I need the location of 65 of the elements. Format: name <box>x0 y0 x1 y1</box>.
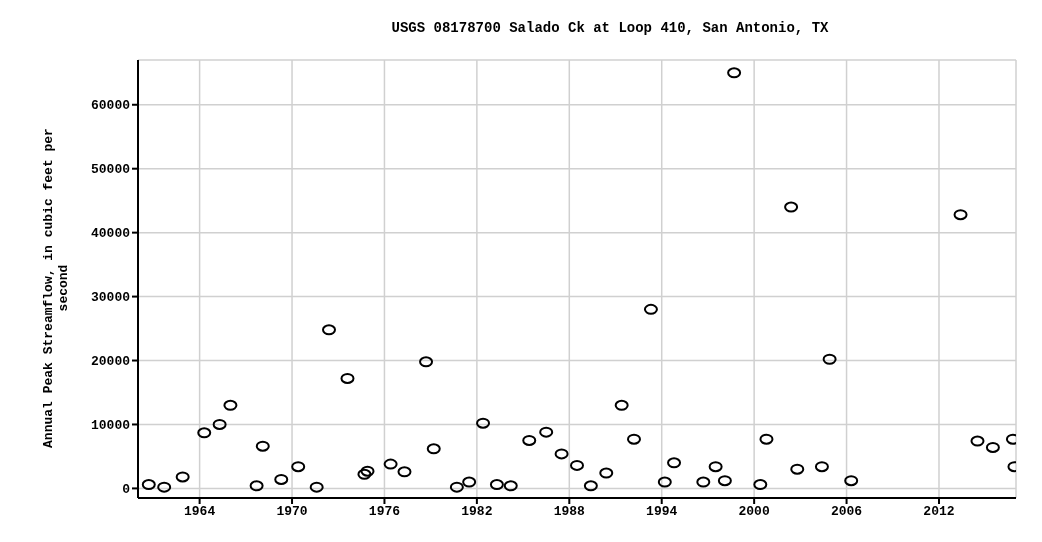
point <box>426 443 441 455</box>
point <box>583 480 598 492</box>
x-tick-label: 1994 <box>646 504 678 520</box>
point <box>759 433 774 445</box>
point <box>985 441 1000 453</box>
x-tick-label: 2012 <box>923 504 955 520</box>
point <box>970 435 985 447</box>
point <box>274 473 289 485</box>
point <box>212 418 227 430</box>
point <box>727 67 742 79</box>
point <box>462 476 477 488</box>
point <box>822 353 837 365</box>
point <box>419 356 434 368</box>
point <box>696 476 711 488</box>
chart-title: USGS 08178700 Salado Ck at Loop 410, San Antonio, TX <box>390 20 830 36</box>
y-tick-label: 10000 <box>90 418 131 434</box>
y-axis-title: Annual Peak Streamflow, in cubic feet per second <box>41 127 71 450</box>
point <box>383 458 398 470</box>
point <box>322 324 336 336</box>
y-tick-label: 20000 <box>90 354 131 370</box>
x-tick-label: 2006 <box>830 504 863 520</box>
point <box>522 434 537 446</box>
point <box>717 475 732 487</box>
point <box>643 303 658 315</box>
point <box>614 399 629 411</box>
point <box>197 427 212 439</box>
point <box>309 481 324 493</box>
x-tick-label: 1976 <box>368 504 401 520</box>
y-tick-label: 0 <box>122 482 131 498</box>
x-tick-label: 2000 <box>738 504 770 520</box>
point <box>667 457 682 469</box>
point <box>539 426 554 438</box>
point <box>953 209 968 221</box>
point <box>449 481 464 493</box>
point <box>291 461 306 473</box>
point <box>397 466 412 478</box>
point <box>844 475 859 487</box>
point <box>249 480 264 492</box>
point <box>476 417 491 429</box>
point <box>157 481 172 493</box>
point <box>141 479 156 491</box>
y-tick-label: 40000 <box>90 226 131 242</box>
point <box>790 463 805 475</box>
y-tick-label: 60000 <box>90 98 131 114</box>
point <box>554 448 569 460</box>
point <box>570 459 584 471</box>
point <box>223 399 238 411</box>
point <box>753 479 768 491</box>
point <box>784 201 799 213</box>
point <box>657 476 672 488</box>
point <box>175 471 190 483</box>
x-tick-label: 1982 <box>461 504 493 520</box>
point <box>489 479 504 491</box>
y-tick-label: 30000 <box>90 290 131 306</box>
x-tick-label: 1970 <box>276 504 308 520</box>
x-tick-label: 1988 <box>553 504 586 520</box>
point <box>626 433 641 445</box>
point <box>340 372 355 384</box>
point <box>708 461 723 473</box>
point <box>599 467 614 479</box>
y-tick-label: 50000 <box>90 162 131 178</box>
point <box>503 480 518 492</box>
point <box>814 461 829 473</box>
point <box>255 440 270 452</box>
x-tick-label: 1964 <box>184 504 216 520</box>
